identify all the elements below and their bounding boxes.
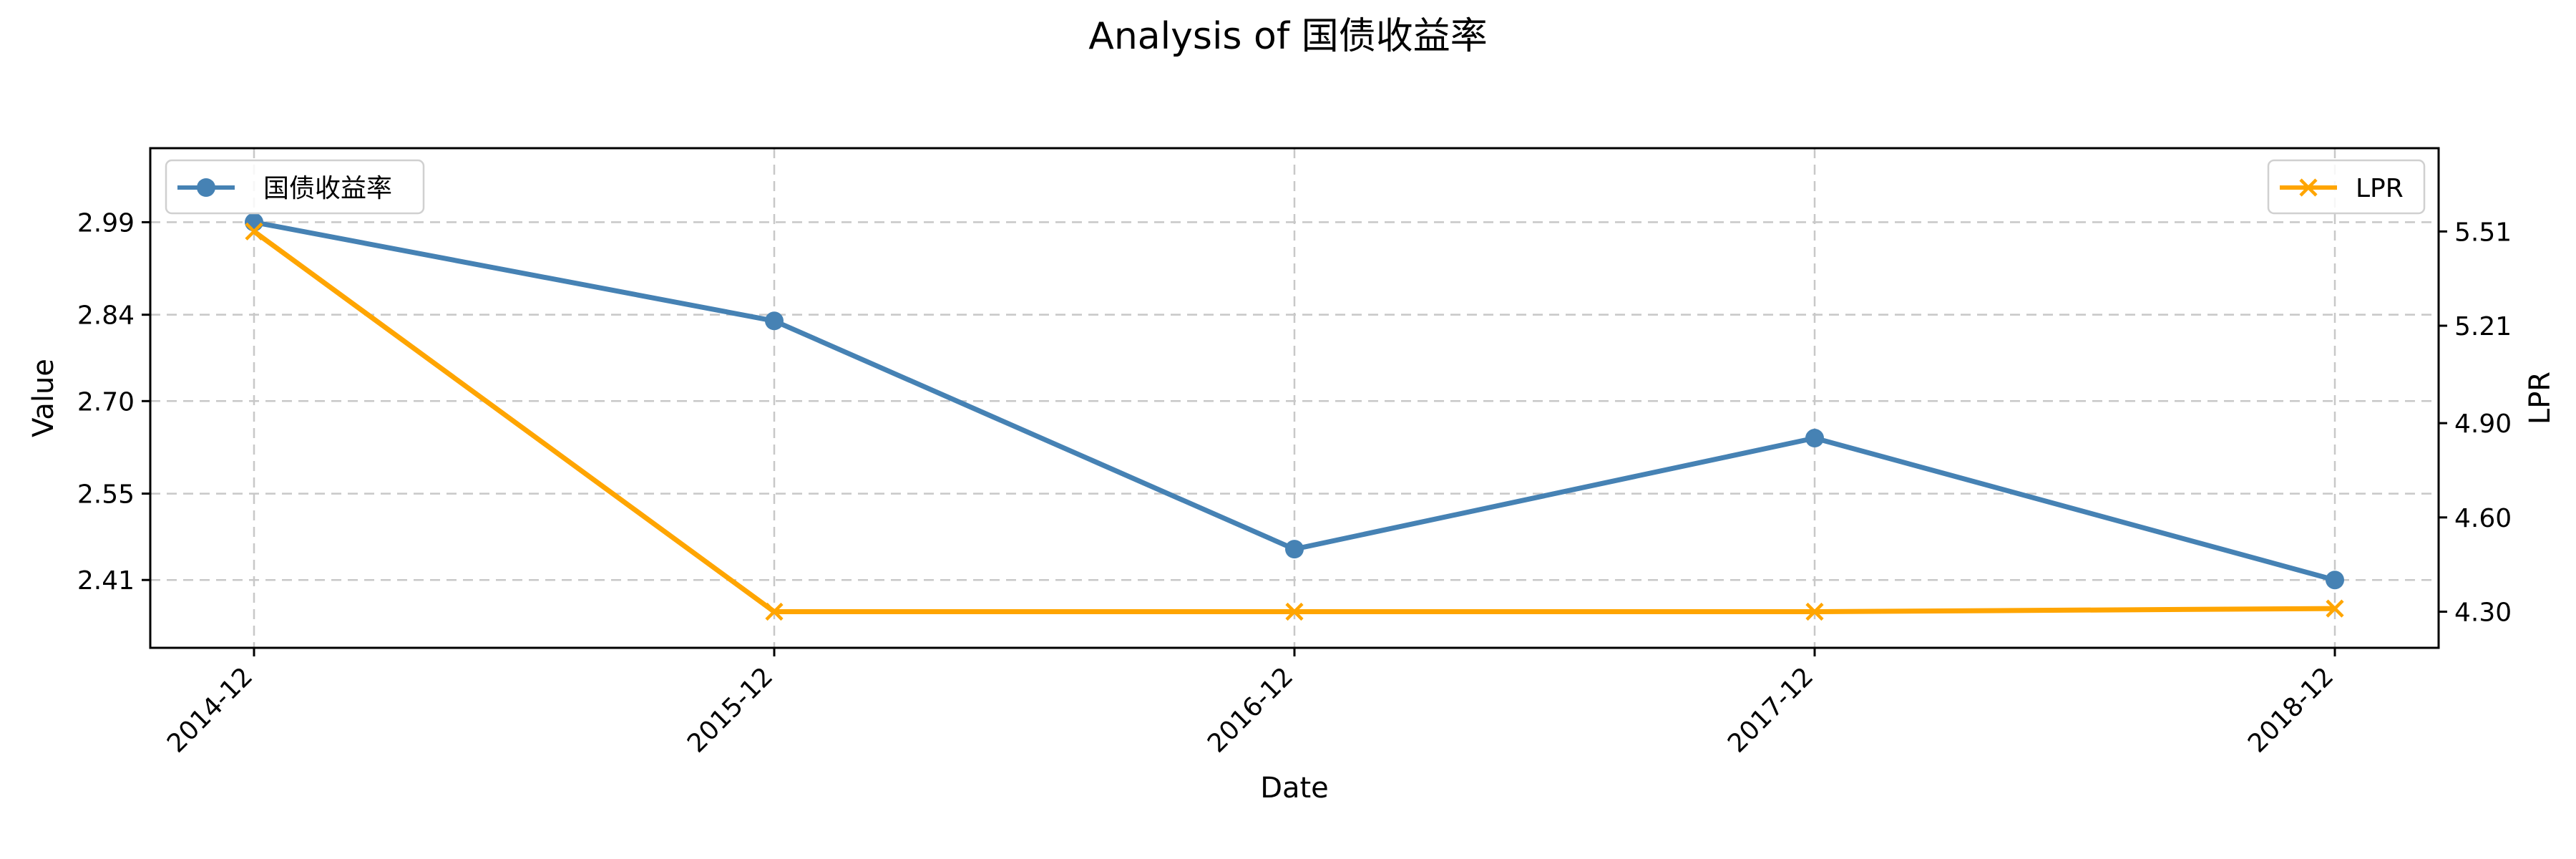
- x-tick-label: 2016-12: [1202, 661, 1299, 758]
- grid: [150, 148, 2439, 648]
- legend-left: 国债收益率: [165, 159, 425, 215]
- chart-title: Analysis of 国债收益率: [1088, 15, 1487, 58]
- legend-left-label: 国债收益率: [263, 174, 392, 203]
- data-point: [1805, 429, 1824, 448]
- y-tick-label: 2.55: [77, 480, 135, 510]
- x-tick-label: 2014-12: [162, 661, 258, 758]
- y-right-tick-label: 4.90: [2454, 409, 2512, 439]
- y-tick-label: 2.99: [77, 208, 135, 238]
- x-tick-label: 2015-12: [682, 661, 779, 758]
- y-axis-label-right: LPR: [2524, 372, 2557, 424]
- y-right-tick-label: 4.30: [2454, 598, 2512, 628]
- data-point: [1285, 602, 1304, 621]
- data-point: [1285, 540, 1304, 559]
- legend-left-marker: [197, 178, 215, 197]
- y-right-tick-label: 5.51: [2454, 218, 2512, 247]
- data-point: [1805, 602, 1824, 621]
- legend-right: LPR: [2267, 159, 2426, 215]
- x-axis-label: Date: [1260, 772, 1329, 805]
- data-point: [765, 602, 784, 621]
- y-right-tick-label: 5.21: [2454, 312, 2512, 341]
- legend-left-frame: [165, 159, 425, 215]
- legend-right-label: LPR: [2356, 174, 2404, 203]
- data-point: [245, 222, 263, 241]
- x-tick-label: 2017-12: [1722, 661, 1819, 758]
- data-point: [2326, 571, 2344, 590]
- data-point: [2326, 599, 2344, 618]
- y-right-tick-label: 4.60: [2454, 504, 2512, 533]
- y-tick-label: 2.41: [77, 566, 135, 596]
- y-tick-label: 2.84: [77, 301, 135, 331]
- legend-right-frame: [2267, 159, 2426, 215]
- x-tick-label: 2018-12: [2243, 661, 2339, 758]
- legend-right-marker: [2299, 178, 2318, 197]
- data-point: [765, 311, 784, 331]
- y-axis-label: Value: [27, 359, 60, 437]
- y-tick-label: 2.70: [77, 387, 135, 417]
- data-point: [245, 213, 263, 232]
- series-layer: [245, 213, 2344, 621]
